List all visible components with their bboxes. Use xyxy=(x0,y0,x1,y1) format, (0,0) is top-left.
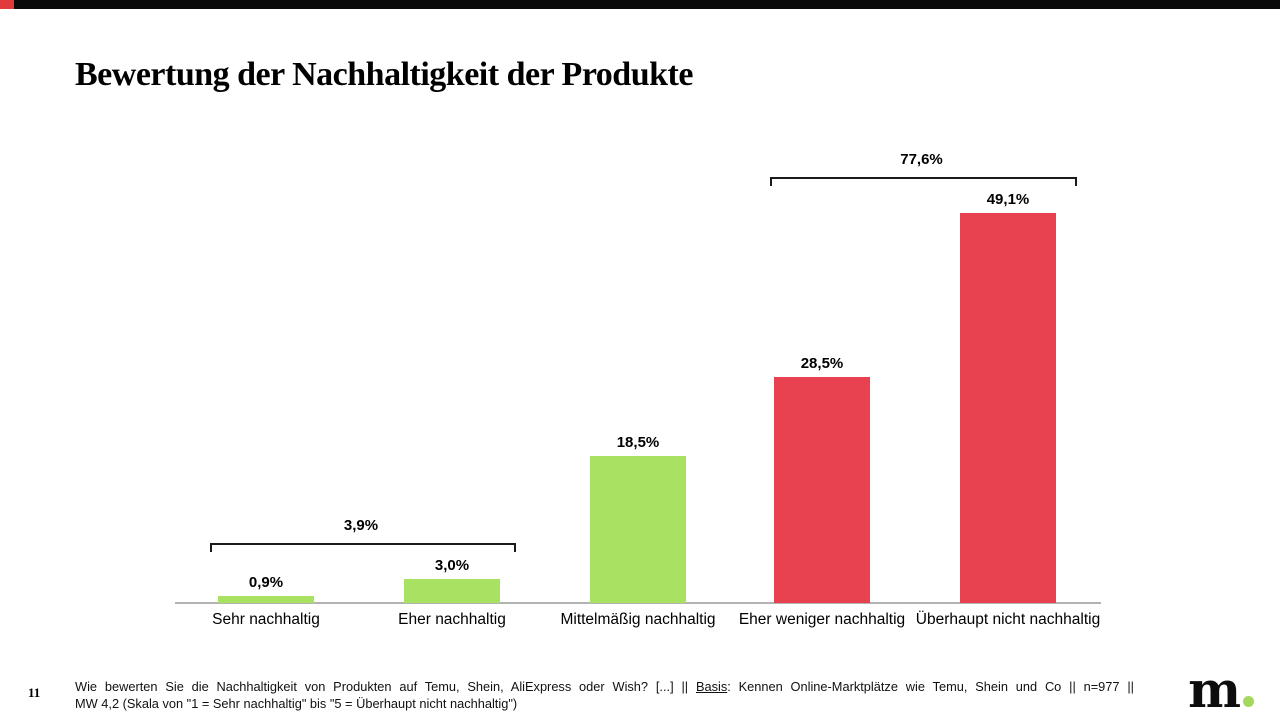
footnote-question: Wie bewerten Sie die Nachhaltigkeit von … xyxy=(75,679,696,694)
category-label: Überhaupt nicht nachhaltig xyxy=(915,611,1101,628)
category-label: Eher nachhaltig xyxy=(398,611,506,628)
bar-value-label: 18,5% xyxy=(616,434,660,451)
bar xyxy=(404,579,500,603)
sum-bracket xyxy=(770,177,1077,186)
page-title: Bewertung der Nachhaltigkeit der Produkt… xyxy=(75,56,693,93)
video-progress-indicator xyxy=(0,0,14,9)
footnote-basis-text: : Kennen Online-Marktplätze wie Temu, Sh… xyxy=(727,679,1134,694)
sum-bracket xyxy=(210,543,516,552)
page-number: 11 xyxy=(28,685,41,700)
bar-value-label: 28,5% xyxy=(800,355,844,372)
x-axis-line xyxy=(175,602,1101,604)
bar xyxy=(774,377,870,603)
bar-value-label: 3,0% xyxy=(434,557,470,574)
company-logo: m xyxy=(1188,665,1254,715)
bar xyxy=(960,213,1056,603)
footnote-line1: Wie bewerten Sie die Nachhaltigkeit von … xyxy=(75,678,1134,695)
footnote-line2: MW 4,2 (Skala von "1 = Sehr nachhaltig" … xyxy=(75,696,518,711)
sum-bracket-label: 3,9% xyxy=(343,517,379,534)
bar xyxy=(590,456,686,603)
logo-green-dot-icon xyxy=(1243,696,1254,707)
bar xyxy=(218,596,314,603)
footnote-basis-label: Basis xyxy=(695,679,728,694)
category-label: Eher weniger nachhaltig xyxy=(738,611,906,628)
logo-m-text: m xyxy=(1188,660,1241,719)
video-progress-bar[interactable] xyxy=(0,0,1280,9)
bar-value-label: 49,1% xyxy=(986,191,1030,208)
category-label: Sehr nachhaltig xyxy=(212,611,320,628)
bar-value-label: 0,9% xyxy=(248,574,284,591)
sum-bracket-label: 77,6% xyxy=(900,151,943,168)
footnote: Wie bewerten Sie die Nachhaltigkeit von … xyxy=(75,678,1134,712)
category-label: Mittelmäßig nachhaltig xyxy=(560,611,716,628)
